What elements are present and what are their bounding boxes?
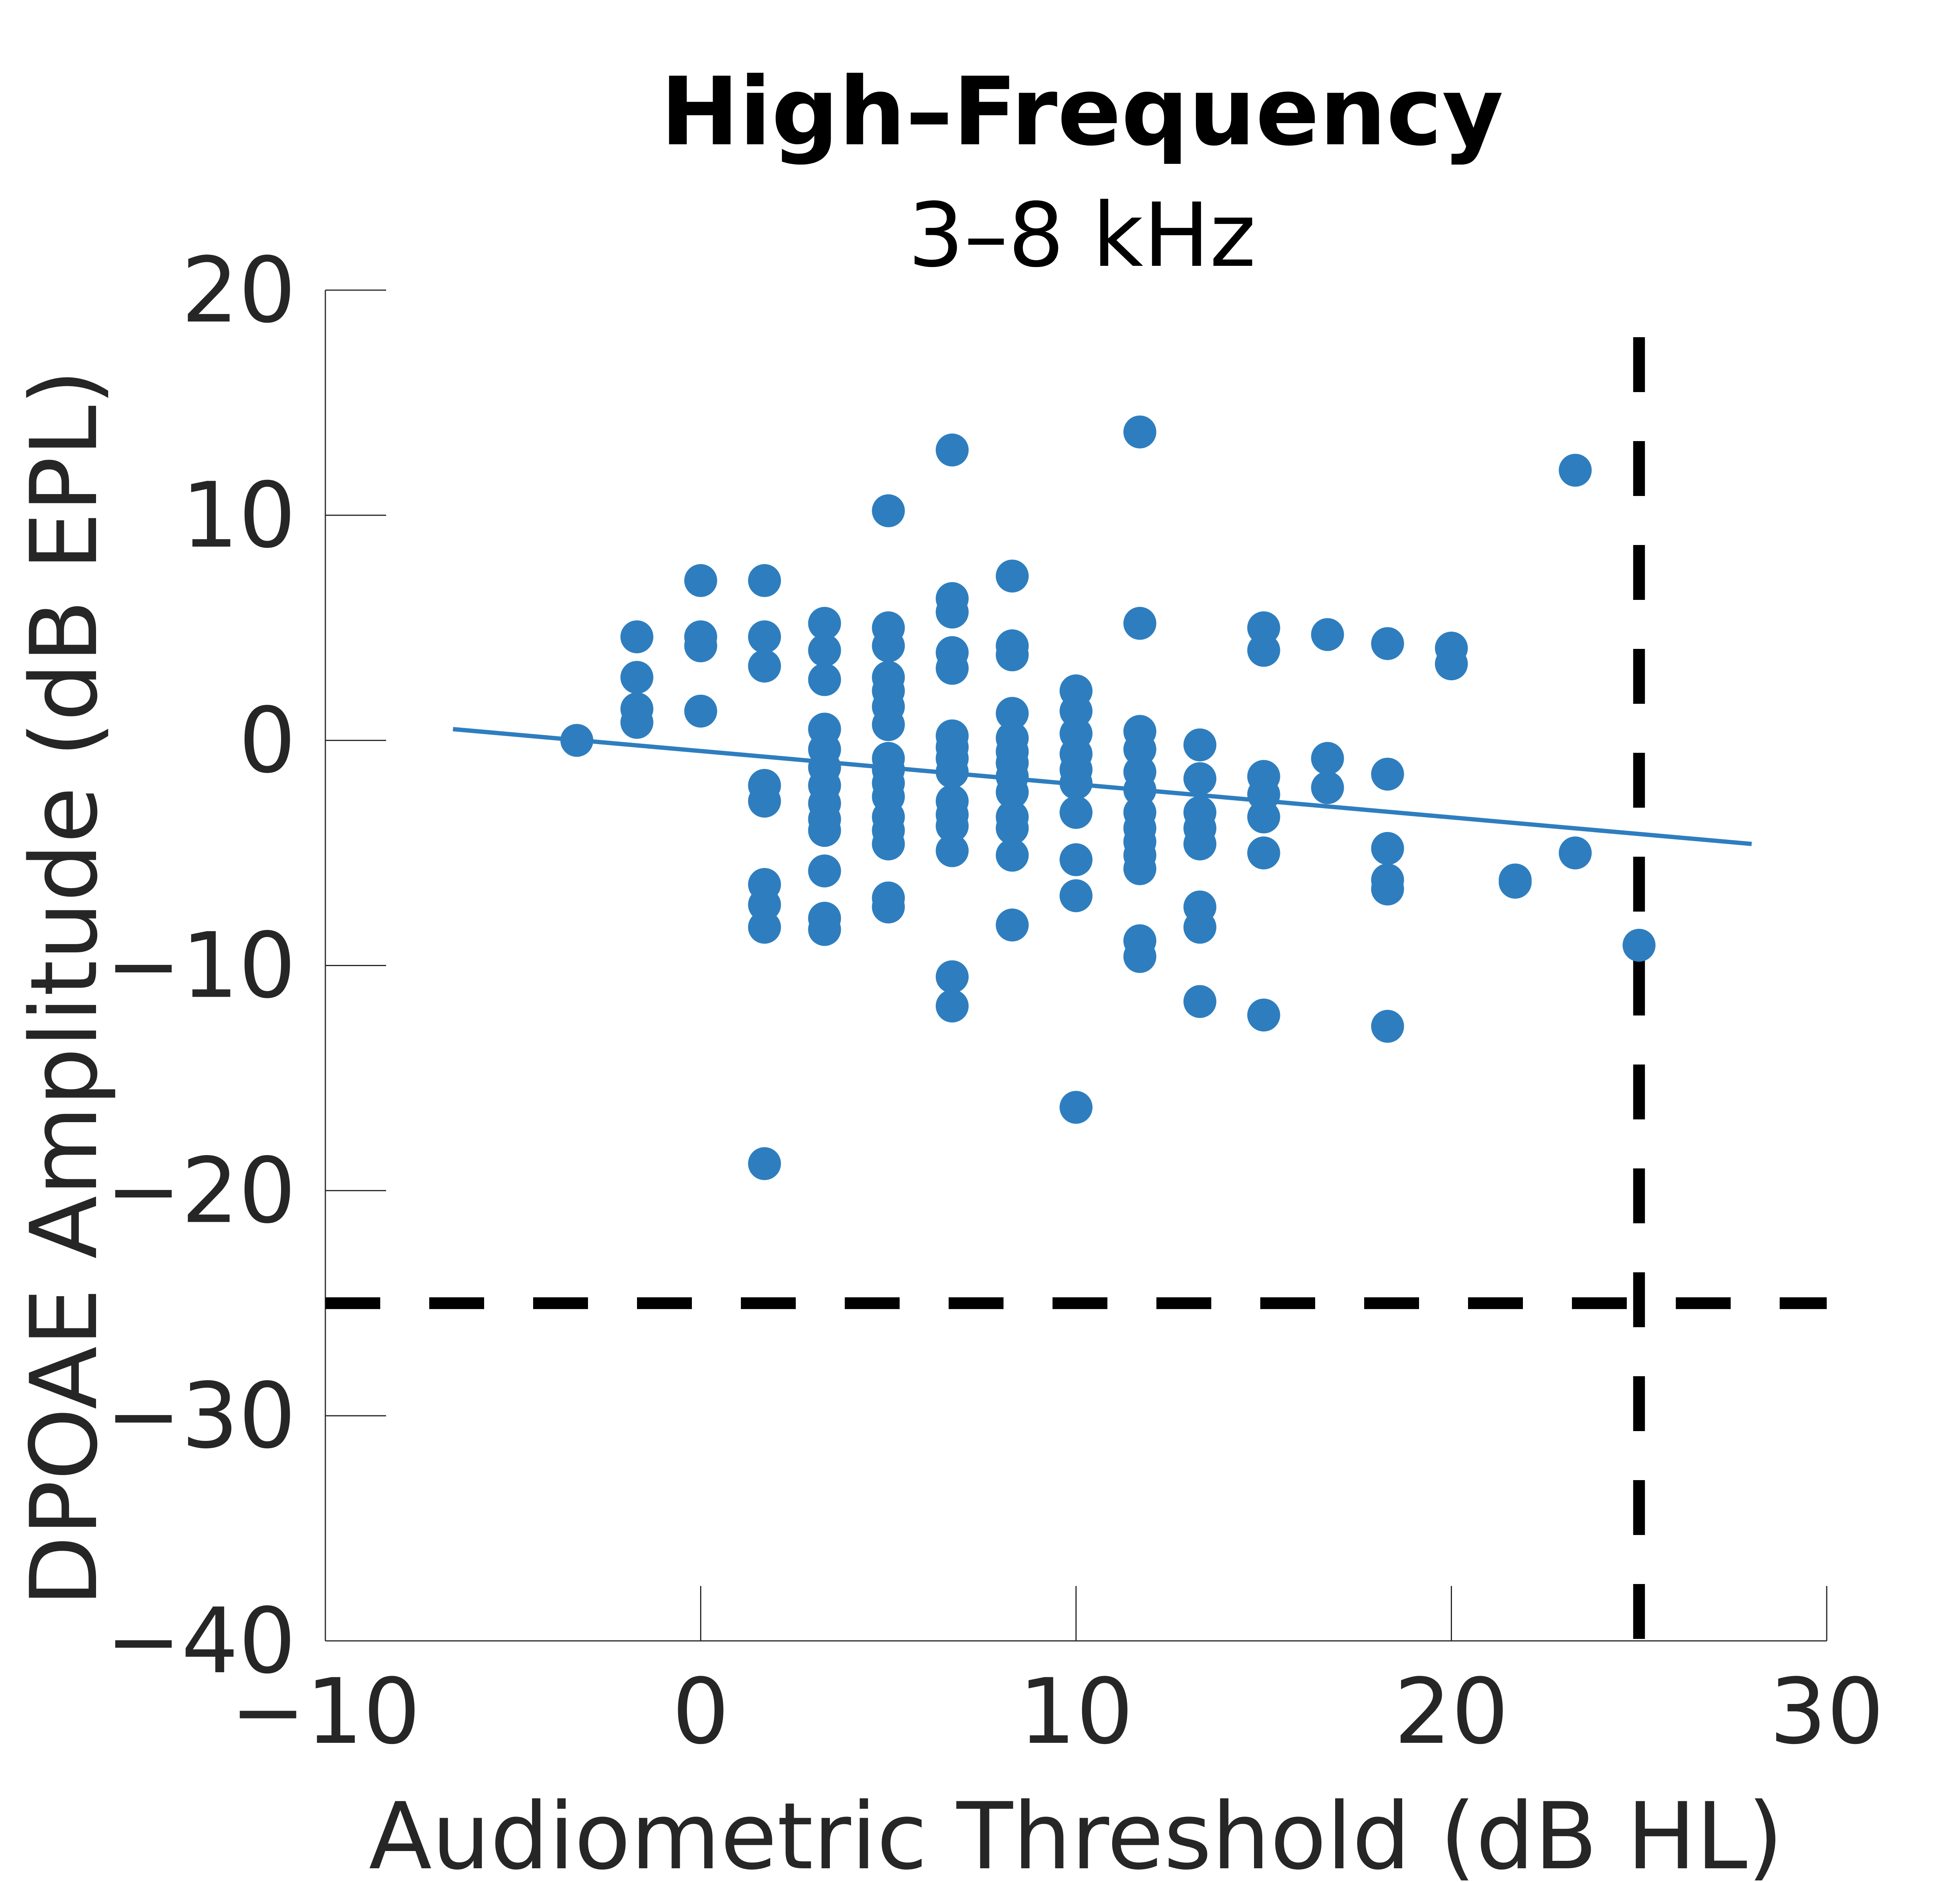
tick-labels: −10 0 10 20 30 −40 −30 −20 −10 0 10 20 [106,238,1884,1764]
y-tick-label: −40 [106,1589,296,1694]
data-point [1371,1010,1404,1043]
data-point [996,908,1029,942]
data-point [560,724,593,757]
data-point [808,854,841,888]
x-tick-label: 20 [1394,1660,1509,1764]
y-tick-label: −30 [106,1364,296,1469]
data-point [1247,800,1280,834]
data-point [936,809,969,843]
data-point [936,755,969,788]
data-point [1060,879,1093,912]
x-tick-label: 10 [1019,1660,1134,1764]
x-tick-label: −10 [230,1660,420,1764]
data-point [808,663,841,696]
chart-subtitle: 3–8 kHz [908,184,1256,287]
data-point [1247,611,1280,645]
y-tick-label: −20 [106,1139,296,1244]
data-point [1622,928,1656,962]
data-point [808,814,841,847]
axis-ticks [325,289,1828,1642]
data-point [1559,836,1592,870]
data-point [620,620,653,654]
data-point [1371,758,1404,791]
y-tick-label: 20 [181,238,296,343]
x-tick-label: 0 [672,1660,729,1764]
data-point [996,812,1029,845]
data-point [872,890,905,924]
data-point [872,629,905,663]
data-point [1123,415,1156,449]
data-point [1559,454,1592,487]
data-point [1123,773,1156,807]
data-point [936,652,969,685]
data-point [1247,634,1280,667]
y-tick-label: 0 [239,688,296,793]
data-point [936,433,969,467]
data-point [996,560,1029,593]
data-point [1371,627,1404,660]
data-point [1060,843,1093,876]
data-point [620,706,653,739]
data-point [936,834,969,867]
data-point [1311,742,1344,775]
y-axis-label: DPOAE Amplitude (dB EPL) [11,369,118,1607]
data-point [996,697,1029,730]
data-point [996,638,1029,672]
data-point [1060,694,1093,728]
data-point [936,989,969,1023]
data-point [996,839,1029,872]
data-point [872,708,905,741]
data-point [1247,836,1280,870]
data-point [748,1147,781,1180]
data-point [1123,852,1156,885]
data-point [684,629,717,663]
data-point [1371,832,1404,865]
data-point [936,960,969,994]
reference-lines [325,337,1827,1641]
data-point [1060,1091,1093,1124]
data-point [684,694,717,728]
data-point [684,564,717,597]
data-point [1435,647,1468,681]
data-point [1123,607,1156,640]
data-point [1060,796,1093,829]
regression-line-group [453,727,1752,846]
data-point [748,888,781,921]
data-point [1183,728,1216,761]
y-tick-label: 10 [181,463,296,568]
data-point [748,910,781,944]
data-point [872,827,905,861]
data-point [748,785,781,818]
data-point [1183,910,1216,944]
data-point [748,564,781,597]
data-point [808,913,841,946]
data-point [1123,940,1156,973]
regression-line [453,727,1752,846]
data-point [1311,618,1344,651]
data-point [620,661,653,694]
data-point [1183,827,1216,861]
data-point [1371,872,1404,906]
x-axis-label: Audiometric Threshold (dB HL) [369,1783,1783,1882]
data-point [1499,866,1532,899]
data-point [748,649,781,683]
data-point [872,494,905,527]
data-points [560,415,1656,1180]
data-point [1247,778,1280,811]
data-point [808,607,841,640]
data-point [1123,733,1156,766]
data-point [1183,985,1216,1018]
data-point [808,634,841,667]
x-tick-label: 30 [1769,1660,1884,1764]
data-point [996,776,1029,809]
data-point [1183,762,1216,795]
data-point [1311,771,1344,804]
data-point [936,596,969,629]
chart-title: High–Frequency [661,57,1504,167]
data-point [1247,998,1280,1032]
data-point [748,620,781,654]
y-tick-label: −10 [106,914,296,1019]
data-point [1060,767,1093,800]
